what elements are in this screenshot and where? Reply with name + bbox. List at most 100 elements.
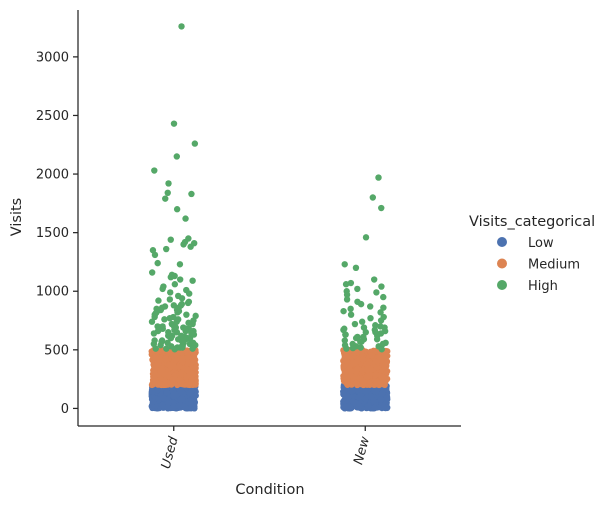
data-point-low-used xyxy=(177,388,185,395)
data-point-low-used xyxy=(175,402,182,409)
data-point-high-new xyxy=(370,276,378,283)
legend-marker-low xyxy=(497,237,507,247)
data-point-high-new xyxy=(343,291,351,298)
data-point-high-used xyxy=(191,140,199,147)
data-point-high-new xyxy=(352,264,360,271)
data-point-high-used xyxy=(173,206,181,213)
data-point-low-used xyxy=(188,387,195,394)
legend-label-medium: Medium xyxy=(528,258,580,273)
data-point-medium-new xyxy=(363,361,370,368)
x-tick-label-new: New xyxy=(351,435,373,467)
data-point-medium-used xyxy=(183,366,191,373)
data-point-medium-new xyxy=(381,350,389,357)
data-point-high-used xyxy=(182,327,189,335)
legend-marker-medium xyxy=(497,258,507,269)
data-point-low-used xyxy=(150,398,157,405)
data-point-low-used xyxy=(149,388,156,395)
data-point-low-new xyxy=(362,388,370,395)
y-tick-label: 500 xyxy=(44,343,69,358)
data-point-medium-new xyxy=(352,368,360,375)
data-point-low-used xyxy=(182,404,189,412)
data-point-medium-new xyxy=(381,362,388,370)
data-point-medium-used xyxy=(192,364,199,372)
data-point-low-new xyxy=(345,402,353,410)
data-point-high-used xyxy=(173,329,181,336)
data-point-medium-new xyxy=(348,372,355,379)
data-point-high-used xyxy=(178,295,186,302)
data-point-high-used xyxy=(188,190,195,198)
data-point-high-new xyxy=(372,322,379,329)
data-point-high-used xyxy=(151,313,158,321)
data-point-low-new xyxy=(378,390,386,397)
data-point-medium-used xyxy=(176,376,183,383)
data-point-medium-new xyxy=(373,379,381,386)
data-point-high-new xyxy=(347,305,354,313)
data-point-low-used xyxy=(148,403,156,410)
data-point-low-used xyxy=(170,392,178,400)
data-point-medium-used xyxy=(192,381,199,388)
data-point-high-used xyxy=(151,251,159,259)
data-point-high-used xyxy=(163,245,170,253)
data-point-high-used xyxy=(189,277,196,284)
data-point-low-new xyxy=(362,395,369,402)
data-point-high-used xyxy=(167,236,174,243)
legend-title: Visits_categorical xyxy=(469,214,595,230)
data-point-medium-new xyxy=(378,373,386,380)
data-point-high-new xyxy=(343,296,351,303)
data-point-high-used xyxy=(170,323,178,330)
data-point-medium-used xyxy=(162,355,169,363)
data-point-medium-new xyxy=(352,379,360,387)
data-point-high-used xyxy=(164,189,171,197)
data-point-medium-new xyxy=(382,357,390,365)
data-point-high-used xyxy=(188,330,195,337)
data-point-high-used xyxy=(162,195,169,202)
data-point-low-used xyxy=(163,389,171,396)
data-point-high-new xyxy=(342,331,349,338)
data-point-high-new xyxy=(378,346,385,353)
data-point-high-used xyxy=(148,269,156,276)
data-point-low-new xyxy=(357,393,364,400)
data-point-high-used xyxy=(151,167,158,174)
data-point-low-new xyxy=(382,404,389,412)
data-point-high-used xyxy=(186,290,193,297)
data-point-high-used xyxy=(150,340,158,348)
data-point-low-used xyxy=(187,400,194,407)
data-point-low-used xyxy=(154,386,161,393)
data-point-medium-used xyxy=(166,361,173,369)
y-tick-label: 2500 xyxy=(36,109,69,124)
data-point-high-new xyxy=(377,309,384,316)
data-point-high-new xyxy=(343,345,350,352)
data-point-high-used xyxy=(167,334,175,342)
data-point-high-used xyxy=(184,299,192,307)
data-point-high-used xyxy=(155,326,163,334)
data-point-high-used xyxy=(167,289,174,296)
data-point-medium-used xyxy=(150,375,158,382)
data-point-high-new xyxy=(347,279,355,287)
data-point-medium-new xyxy=(343,353,351,360)
data-point-high-new xyxy=(340,307,347,315)
data-point-medium-new xyxy=(382,378,389,385)
data-point-high-new xyxy=(351,320,359,328)
data-point-medium-used xyxy=(189,356,196,363)
data-point-high-used xyxy=(161,316,168,323)
data-point-high-used xyxy=(150,330,158,337)
data-point-high-new xyxy=(373,289,380,296)
data-point-high-new xyxy=(377,317,385,324)
data-point-high-used xyxy=(183,311,190,318)
data-point-medium-used xyxy=(159,367,166,374)
data-point-high-used xyxy=(189,320,196,328)
data-point-high-used xyxy=(167,273,175,281)
data-point-medium-used xyxy=(179,356,186,363)
data-point-medium-used xyxy=(152,364,159,371)
data-point-low-new xyxy=(383,394,391,401)
y-tick-label: 2000 xyxy=(36,168,69,183)
data-point-high-used xyxy=(155,297,162,304)
data-point-medium-used xyxy=(162,378,169,385)
data-point-medium-used xyxy=(184,349,191,356)
data-point-high-used xyxy=(173,318,180,325)
data-point-medium-new xyxy=(366,380,373,388)
data-point-high-new xyxy=(357,300,365,308)
data-point-high-new xyxy=(342,281,350,288)
data-point-low-new xyxy=(371,404,378,412)
